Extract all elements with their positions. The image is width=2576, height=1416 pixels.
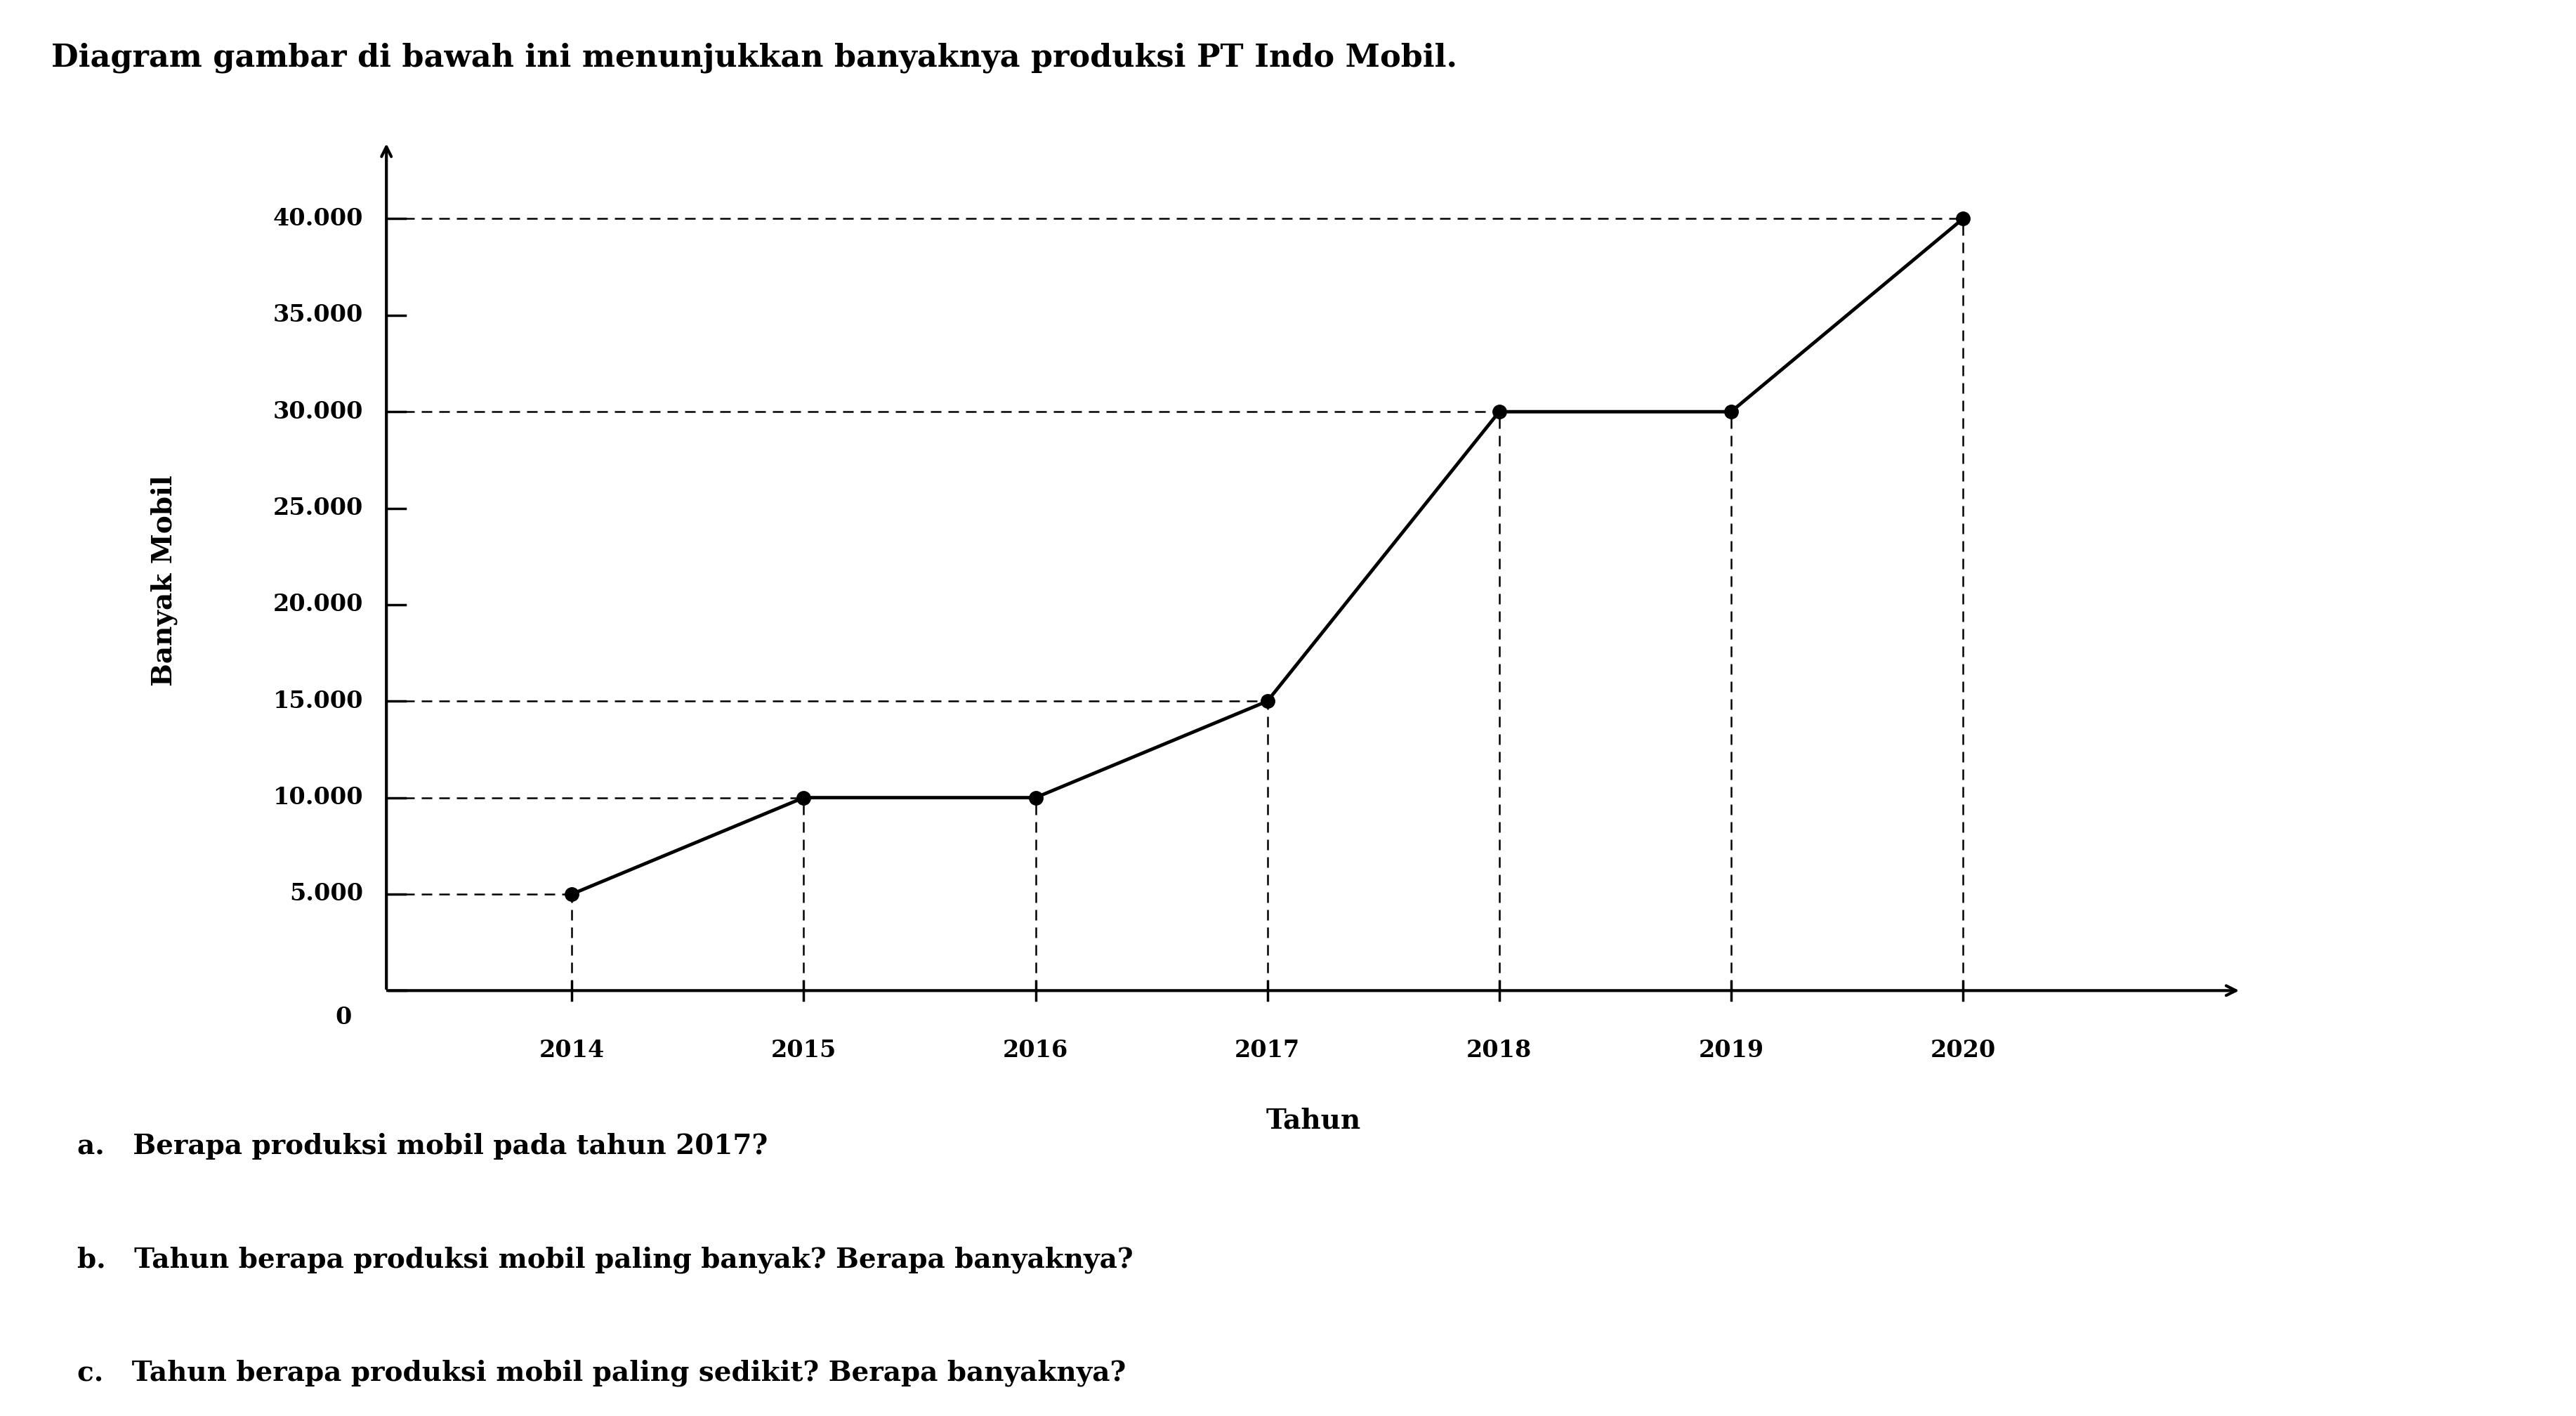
Text: Diagram gambar di bawah ini menunjukkan banyaknya produksi PT Indo Mobil.: Diagram gambar di bawah ini menunjukkan …	[52, 42, 1458, 74]
Text: 0: 0	[335, 1005, 350, 1029]
Text: 40.000: 40.000	[273, 207, 363, 231]
Text: b.   Tahun berapa produksi mobil paling banyak? Berapa banyaknya?: b. Tahun berapa produksi mobil paling ba…	[77, 1246, 1133, 1273]
Text: 2014: 2014	[538, 1039, 605, 1062]
Text: 2018: 2018	[1466, 1039, 1533, 1062]
Text: 5.000: 5.000	[289, 882, 363, 906]
Text: 2017: 2017	[1234, 1039, 1301, 1062]
Text: c.   Tahun berapa produksi mobil paling sedikit? Berapa banyaknya?: c. Tahun berapa produksi mobil paling se…	[77, 1359, 1126, 1386]
Text: Tahun: Tahun	[1267, 1107, 1360, 1134]
Text: 35.000: 35.000	[273, 303, 363, 327]
Text: 10.000: 10.000	[273, 786, 363, 809]
Text: 20.000: 20.000	[273, 593, 363, 616]
Text: 2019: 2019	[1698, 1039, 1765, 1062]
Text: 25.000: 25.000	[273, 497, 363, 520]
Text: 15.000: 15.000	[273, 690, 363, 712]
Text: 2015: 2015	[770, 1039, 837, 1062]
Text: Banyak Mobil: Banyak Mobil	[149, 474, 178, 687]
Text: a.   Berapa produksi mobil pada tahun 2017?: a. Berapa produksi mobil pada tahun 2017…	[77, 1133, 768, 1160]
Text: 2020: 2020	[1929, 1039, 1996, 1062]
Text: 30.000: 30.000	[273, 401, 363, 423]
Text: 2016: 2016	[1002, 1039, 1069, 1062]
